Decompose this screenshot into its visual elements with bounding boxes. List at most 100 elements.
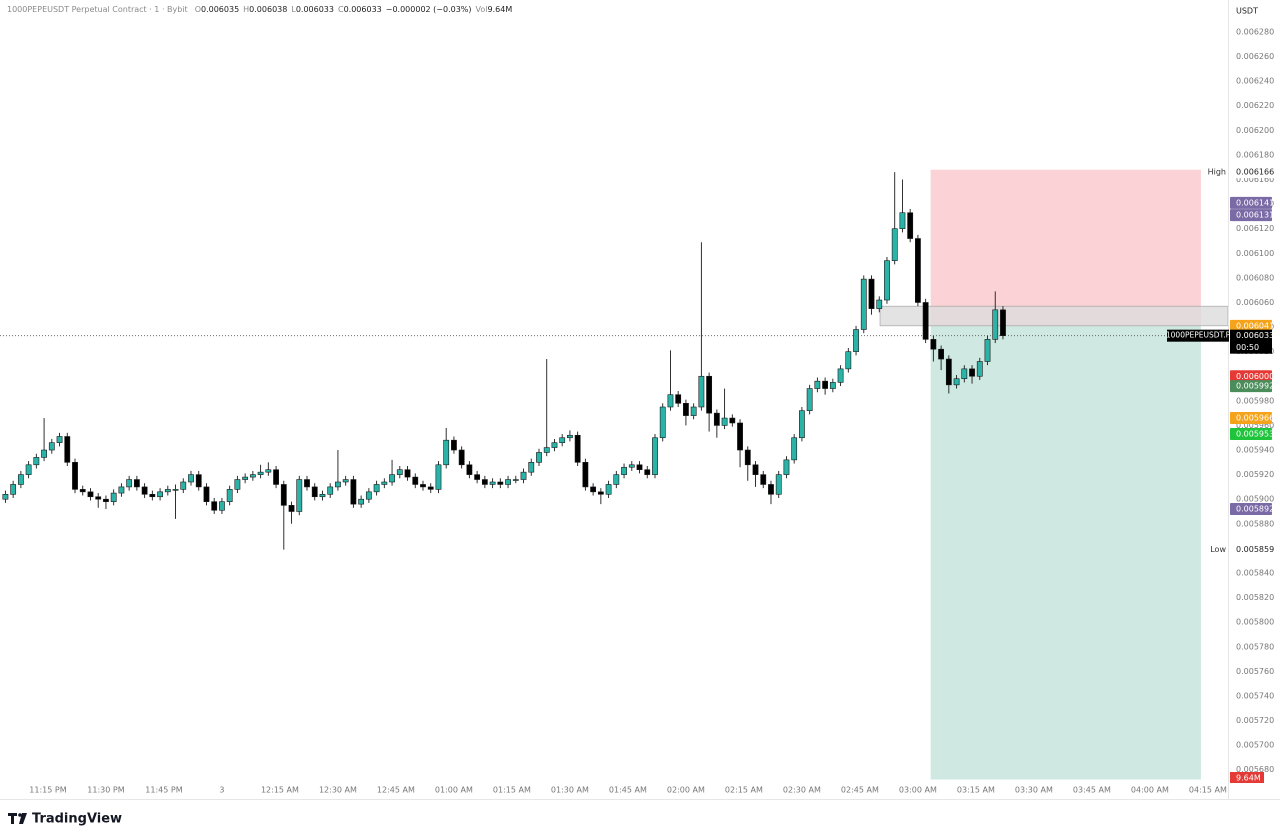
price-label: 0.005892 (1236, 505, 1274, 514)
candle-body (884, 260, 890, 301)
candle-body (984, 339, 991, 362)
candle-body (412, 476, 419, 485)
volume-label: 9.64M (1236, 774, 1261, 783)
candle-body (706, 375, 713, 414)
price-label-bg (1230, 503, 1272, 516)
candle-body (257, 471, 264, 475)
y-tick-label: 0.005820 (1236, 593, 1274, 602)
y-tick-label: 0.005880 (1236, 519, 1274, 528)
candle-body (48, 442, 55, 451)
candle-body (876, 299, 883, 309)
y-tick-label: 0.006080 (1236, 273, 1274, 282)
candle-body (280, 484, 287, 506)
y-tick-label: 0.005940 (1236, 446, 1274, 455)
y-tick-label: 0.005740 (1236, 691, 1274, 700)
candle-body (172, 489, 179, 491)
candle-body (273, 469, 279, 485)
y-tick-label: 0.006060 (1236, 298, 1274, 307)
candle-body (188, 474, 194, 483)
candle-body (683, 403, 689, 416)
high-marker-value: 0.006166 (1236, 168, 1274, 177)
y-tick-label: 0.005840 (1236, 568, 1274, 577)
x-tick-label: 02:15 AM (725, 786, 763, 795)
x-tick-label: 01:30 AM (551, 786, 589, 795)
high-marker-bg (1230, 166, 1274, 179)
candle-body (451, 439, 457, 451)
y-tick-label: 0.005800 (1236, 618, 1274, 627)
candle-body (335, 481, 341, 488)
price-label-bg (1230, 412, 1272, 425)
axes: 11:15 PM 11:30 PM 11:45 PM 3 12:15 AM 12:30 A… (0, 0, 1280, 800)
candle-body (559, 437, 566, 443)
volume-label-bg (1230, 772, 1264, 783)
candle-body (474, 474, 481, 480)
candle-body (976, 361, 983, 377)
candle-body (837, 368, 844, 383)
candle-body (226, 489, 233, 502)
legend-key: L (291, 5, 296, 14)
symbol-tag-bg (1167, 329, 1229, 342)
y-tick-label: 0.006180 (1236, 150, 1274, 159)
legend-key: H (243, 5, 249, 14)
candle-body (10, 484, 17, 495)
candle-body (752, 464, 759, 475)
y-tick-label: 0.006120 (1236, 224, 1274, 233)
y-tick-label: 0.005960 (1236, 421, 1274, 430)
candle-body (791, 437, 798, 461)
candle-body (265, 469, 272, 473)
price-label-bg (1230, 380, 1272, 393)
candle-body (536, 452, 542, 463)
y-tick-label: 0.005720 (1236, 716, 1274, 725)
candle-body (543, 447, 550, 453)
x-tick-label: 03:30 AM (1015, 786, 1053, 795)
brand-logo (8, 813, 27, 824)
price-label: 0.005953 (1236, 430, 1274, 439)
symbol-tag: 1000PEPEUSDT.P (1166, 331, 1231, 340)
candle-body (915, 238, 921, 303)
candle-body (149, 493, 156, 498)
candle-body (582, 462, 589, 488)
legend: 1000PEPEUSDT Perpetual Contract · 1 · By… (7, 5, 512, 14)
candle-body (95, 496, 102, 500)
candle-body (961, 368, 968, 380)
logo-mark (8, 813, 17, 824)
candle-body (713, 412, 720, 426)
legend-value: 0.006033 (344, 5, 382, 14)
candle-body (945, 358, 952, 386)
legend-key: Vol (476, 5, 488, 14)
candle-body (381, 481, 388, 485)
candle-body (659, 406, 666, 439)
y-tick-label: 0.005700 (1236, 741, 1274, 750)
candle-body (389, 474, 395, 483)
legend-value: 0.006035 (201, 5, 239, 14)
candle-body (822, 380, 829, 389)
y-tick-label: 0.005680 (1236, 765, 1274, 774)
price-label-bg (1230, 209, 1272, 222)
candle-body (327, 486, 334, 495)
candle-body (2, 493, 9, 500)
logo-mark (18, 813, 22, 817)
current-price-bg (1230, 329, 1272, 354)
candle-body (195, 474, 202, 488)
price-label-bg (1230, 319, 1272, 332)
legend-value: 9.64M (488, 5, 513, 14)
candle-body (288, 505, 295, 512)
candle-body (466, 464, 473, 475)
candle-body (775, 474, 782, 495)
candle-body (481, 479, 488, 485)
candle-body (590, 486, 597, 493)
candle-body (899, 212, 906, 230)
candle-body (133, 479, 140, 488)
price-label: 0.006000 (1236, 372, 1274, 381)
legend-change: −0.000002 (−0.03%) (386, 5, 472, 14)
candle-body (311, 486, 318, 498)
x-tick-label: 11:45 PM (145, 786, 182, 795)
candle-body (141, 486, 148, 495)
candle-body (829, 382, 836, 389)
candle-body (203, 486, 210, 502)
currency: USDT (1236, 7, 1258, 16)
x-tick-label: 02:45 AM (841, 786, 879, 795)
candle-body (72, 462, 78, 490)
candle-body (64, 436, 71, 463)
